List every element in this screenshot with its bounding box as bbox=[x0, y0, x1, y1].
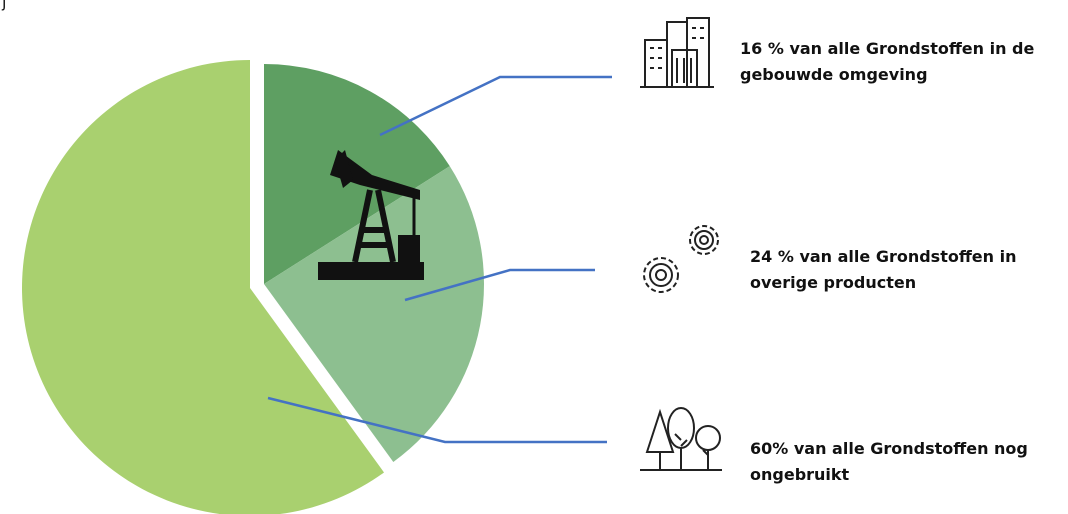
label: 60% van alle Grondstoffen nog ongebruikt bbox=[750, 439, 1028, 484]
label: 16 % van alle Grondstoffen in de gebouwd… bbox=[740, 39, 1035, 84]
pie-slice bbox=[264, 166, 484, 462]
pie-slice bbox=[22, 60, 385, 514]
building-icon bbox=[640, 17, 714, 88]
pump-jack-icon bbox=[318, 150, 424, 280]
corner-text: j bbox=[2, 0, 7, 11]
leader-lines bbox=[267, 75, 612, 444]
pie bbox=[22, 60, 484, 514]
gears-icon bbox=[643, 225, 719, 293]
trees-icon bbox=[640, 407, 722, 471]
label: 24 % van alle Grondstoffen in overige pr… bbox=[750, 247, 1017, 292]
